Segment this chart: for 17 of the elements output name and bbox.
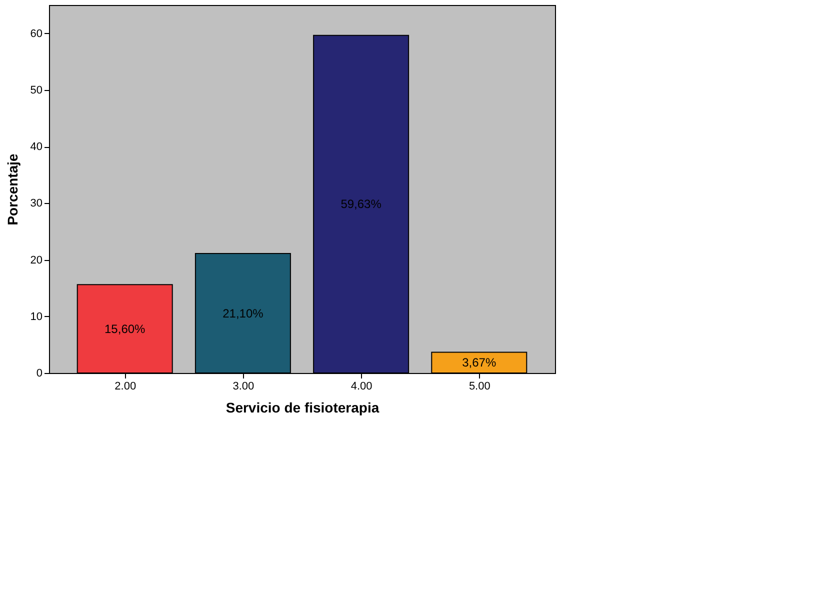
x-tick-label: 2.00 (114, 380, 136, 392)
x-axis-title: Servicio de fisioterapia (226, 400, 380, 416)
x-tick-label: 3.00 (232, 380, 254, 392)
data-label: 3,67% (462, 356, 496, 370)
y-tick-label: 0 (36, 368, 42, 380)
y-tick-label: 20 (30, 254, 42, 266)
x-tick-label: 5.00 (468, 380, 490, 392)
y-axis-title: Porcentaje (4, 153, 20, 226)
y-tick-label: 60 (30, 28, 42, 40)
y-tick-label: 50 (30, 84, 42, 96)
y-tick-label: 40 (30, 141, 42, 154)
data-label: 15,60% (104, 322, 146, 336)
y-tick-label: 30 (30, 198, 42, 210)
x-tick-label: 4.00 (350, 380, 372, 392)
y-tick-label: 10 (30, 310, 42, 323)
data-label: 21,10% (222, 306, 264, 320)
data-label: 59,63% (340, 197, 382, 212)
